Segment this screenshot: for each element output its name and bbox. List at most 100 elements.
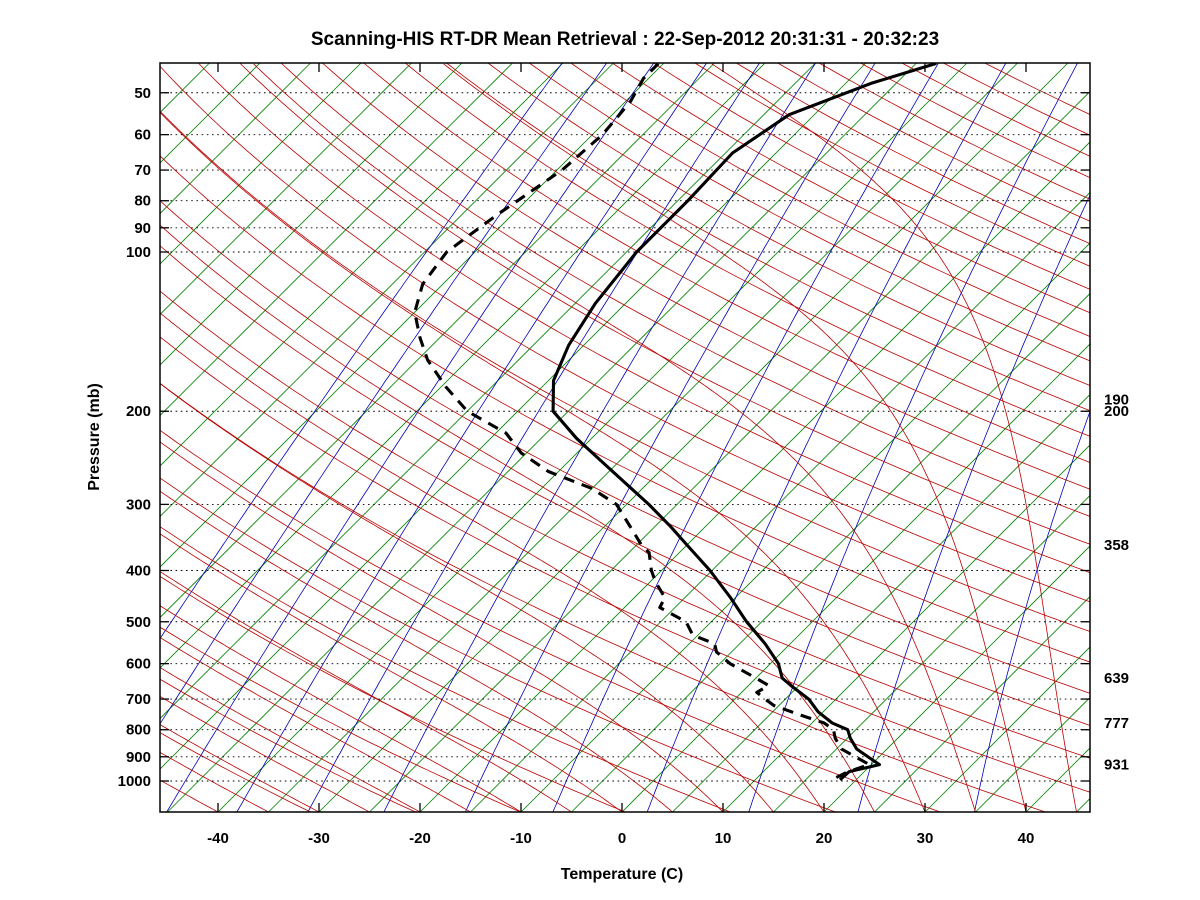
dry-adiabat-line (160, 65, 1090, 603)
dry-adiabat-line (860, 63, 1090, 179)
dry-adiabat-line (611, 63, 1090, 314)
isotherm-line (160, 63, 816, 720)
right-pressure-label: 190 (1104, 391, 1129, 408)
isotherm-line (268, 63, 1018, 812)
x-axis-layer: -40 -30 -20 -10 0 10 20 30 40 (207, 63, 1034, 847)
x-tick-label: 20 (816, 830, 833, 847)
y-tick-label: 80 (134, 193, 151, 210)
dry-adiabat-line (160, 155, 1090, 663)
y-tick-label: 700 (126, 691, 151, 708)
isotherm-line (369, 90, 1090, 812)
moist-adiabat-line (160, 490, 673, 812)
mixing-ratio-line (160, 63, 608, 725)
y-tick-label: 900 (126, 749, 151, 766)
isotherm-line (160, 63, 665, 568)
mixing-ratio-line (160, 63, 563, 640)
dry-adiabat-line (160, 200, 1090, 694)
moist-adiabat-line (160, 695, 370, 812)
chart-layers: 5060708090100200300400500600700800900100… (118, 62, 1200, 847)
isotherm-line (419, 141, 1090, 812)
chart-title: Scanning-HIS RT-DR Mean Retrieval : 22-S… (311, 29, 939, 50)
y-tick-label: 200 (126, 403, 151, 420)
isotherm-line (160, 63, 463, 366)
mixing-ratio-line (236, 63, 707, 812)
x-axis-label: Temperature (C) (561, 866, 683, 883)
mixing-ratio-line (857, 194, 1090, 812)
dry-adiabat-line (160, 526, 731, 812)
mixing-ratio-line (166, 63, 655, 812)
dry-adiabat-line (901, 63, 1090, 157)
y-tick-label: 100 (126, 244, 151, 261)
dry-adiabat-line (404, 63, 1090, 437)
mixing-ratio-line (307, 63, 760, 812)
y-tick-label: 500 (126, 614, 151, 631)
moist-adiabat-line (160, 667, 421, 812)
mixing-ratio-line (748, 63, 1078, 812)
dry-adiabat-line (529, 63, 1090, 362)
dry-adiabat-line (487, 63, 1090, 386)
dry-adiabat-line (653, 63, 1090, 290)
isotherm-line (160, 63, 715, 619)
x-tick-label: -30 (308, 830, 330, 847)
moist-adiabats-layer (160, 63, 1077, 812)
dry-adiabat-line (160, 382, 1046, 812)
moist-adiabat-line (160, 383, 774, 812)
x-tick-label: -20 (409, 830, 431, 847)
isotherm-line (1025, 747, 1090, 812)
mixing-ratio-line (1097, 63, 1200, 812)
isotherm-line (874, 595, 1090, 812)
dry-adiabat-line (160, 678, 416, 812)
mixing-ratio-line (646, 63, 1007, 812)
y-tick-label: 400 (126, 562, 151, 579)
dry-adiabat-line (446, 63, 1090, 412)
right-pressure-label: 931 (1104, 757, 1129, 774)
dry-adiabat-line (160, 477, 836, 812)
isotherm-line (217, 63, 968, 812)
x-tick-label: 40 (1018, 830, 1035, 847)
mixing-ratio-line (974, 410, 1090, 812)
isotherm-line (167, 63, 917, 812)
x-tick-label: 10 (715, 830, 732, 847)
dry-adiabat-line (160, 732, 311, 812)
profiles-layer (413, 63, 937, 781)
isotherm-line (672, 393, 1090, 812)
isotherms-layer (160, 63, 1090, 812)
isotherm-line (470, 191, 1090, 812)
moist-adiabat-line (443, 63, 1027, 812)
moist-adiabat-line (160, 441, 724, 812)
dry-adiabat-line (777, 63, 1090, 222)
y-tick-label: 70 (134, 162, 151, 179)
mixing-ratio-line (383, 63, 816, 812)
temperature-profile (551, 63, 937, 781)
plot-frame (159, 62, 1091, 813)
moist-adiabat-line (160, 533, 623, 812)
right-pressure-label: 777 (1104, 715, 1129, 732)
moist-adiabat-line (160, 312, 825, 812)
frame-layer (159, 62, 1091, 813)
dry-adiabat-line (160, 245, 1090, 726)
isotherm-line (773, 494, 1090, 812)
isotherm-line (823, 545, 1090, 812)
dewpoint-profile (413, 63, 871, 779)
right-pressure-label: 358 (1104, 537, 1129, 554)
mixing-ratio-line (464, 63, 876, 812)
dry-adiabat-line (736, 63, 1090, 245)
right-pressure-label: 200 (1104, 403, 1129, 420)
isotherm-line (160, 63, 362, 265)
isotherm-line (160, 63, 867, 770)
y-tick-label: 90 (134, 220, 151, 237)
pressure-grid-layer: 50 60 70 80 90 100 200 300 400 500 600 700 800 900 100… (118, 85, 1090, 790)
isotherm-line (722, 444, 1090, 812)
dry-adiabat-line (322, 63, 1090, 490)
dry-adiabat-line (160, 429, 941, 812)
dry-adiabat-line (818, 63, 1090, 200)
dry-adiabat-line (160, 110, 1090, 632)
dry-adiabats-layer (160, 63, 1090, 812)
right-pressure-label: 639 (1104, 670, 1129, 687)
dry-adiabat-line (160, 290, 1090, 759)
isotherm-line (160, 63, 513, 417)
isotherm-line (160, 63, 614, 518)
x-tick-label: -40 (207, 830, 229, 847)
